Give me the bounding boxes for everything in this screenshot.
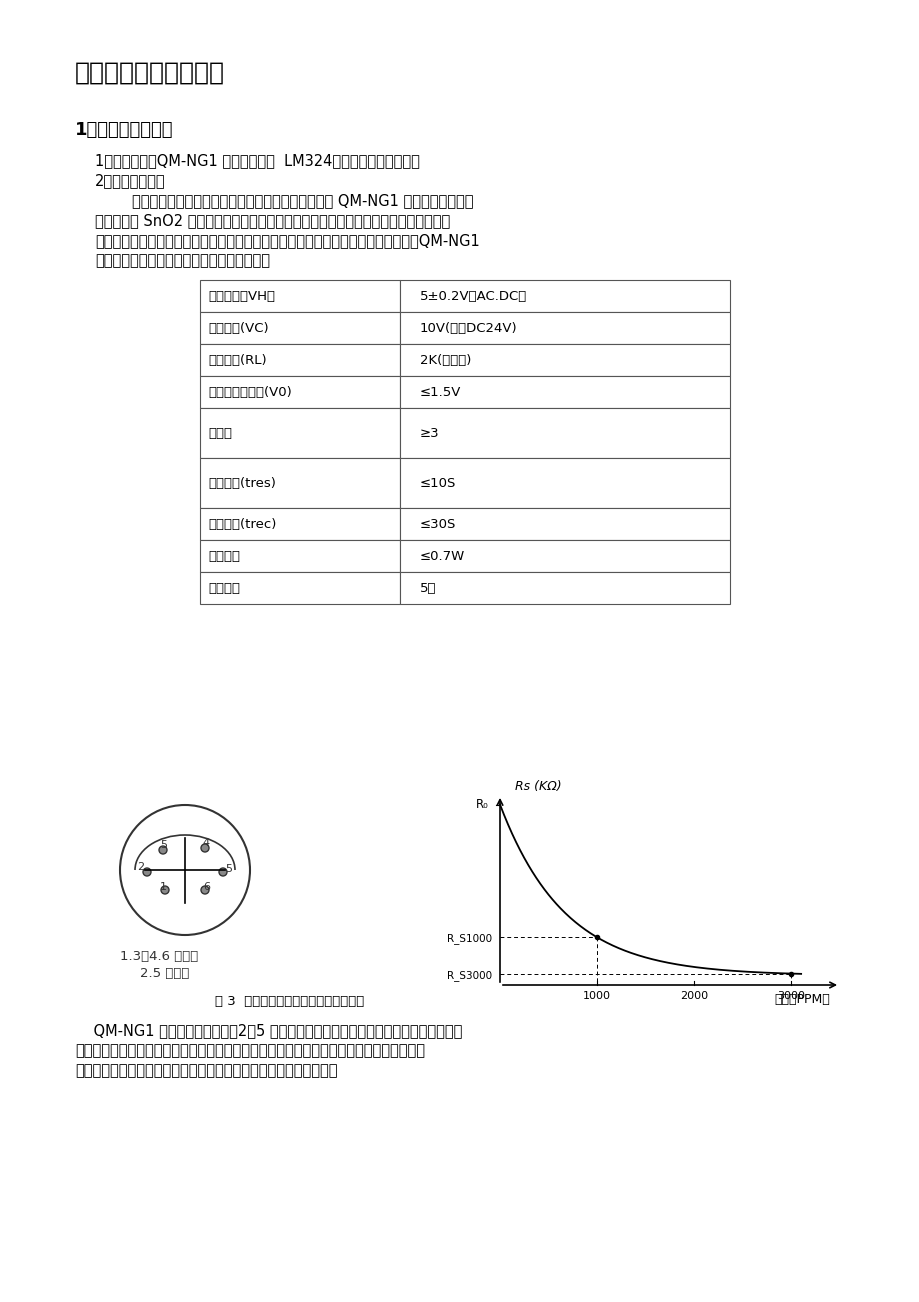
Bar bbox=[400, 376, 729, 408]
Bar bbox=[400, 280, 729, 312]
Bar bbox=[199, 344, 400, 376]
Text: 元件功耗: 元件功耗 bbox=[208, 549, 240, 562]
Text: 我们选用了目前国际上工艺最成熟，生产规模最大的 QM-NG1 型广谱型气体传感: 我们选用了目前国际上工艺最成熟，生产规模最大的 QM-NG1 型广谱型气体传感 bbox=[95, 193, 473, 208]
Text: 1）主要器件：QM-NG1 气敏传感器，  LM324，电阻及滑动变阻器。: 1）主要器件：QM-NG1 气敏传感器， LM324，电阻及滑动变阻器。 bbox=[95, 154, 419, 168]
Circle shape bbox=[200, 844, 209, 852]
Text: 清洁空气中电压(V0): 清洁空气中电压(V0) bbox=[208, 385, 291, 398]
Bar bbox=[199, 280, 400, 312]
Text: Rs (KΩ): Rs (KΩ) bbox=[515, 780, 561, 793]
Text: 5年: 5年 bbox=[420, 582, 436, 595]
Text: R_S1000: R_S1000 bbox=[447, 934, 492, 944]
Circle shape bbox=[219, 868, 227, 876]
Text: 使用寿命: 使用寿命 bbox=[208, 582, 240, 595]
Text: ≤1.5V: ≤1.5V bbox=[420, 385, 460, 398]
Bar bbox=[199, 508, 400, 540]
Text: 1: 1 bbox=[160, 881, 167, 892]
Circle shape bbox=[159, 846, 167, 854]
Bar bbox=[400, 508, 729, 540]
Text: 5±0.2V（AC.DC）: 5±0.2V（AC.DC） bbox=[420, 290, 527, 303]
Text: 响应时间(tres): 响应时间(tres) bbox=[208, 477, 276, 490]
Text: 浓度（PPM）: 浓度（PPM） bbox=[774, 993, 829, 1006]
Text: 3000: 3000 bbox=[777, 991, 804, 1001]
Text: 负载电阻(RL): 负载电阻(RL) bbox=[208, 354, 267, 367]
Text: 1.3－4.6 测试极: 1.3－4.6 测试极 bbox=[119, 950, 198, 963]
Text: ≤0.7W: ≤0.7W bbox=[420, 549, 465, 562]
Bar bbox=[400, 540, 729, 572]
Circle shape bbox=[119, 805, 250, 935]
Text: 恢复时间(trec): 恢复时间(trec) bbox=[208, 518, 276, 531]
Text: 化碳、烷烃类等气体）以及酒精、乙醚、汽油、烟雾等有毒气体具有较高的敏感性。QM-NG1: 化碳、烷烃类等气体）以及酒精、乙醚、汽油、烟雾等有毒气体具有较高的敏感性。QM-… bbox=[95, 233, 479, 247]
Text: 图 3  元件阻值与气体浓度的关系示意图: 图 3 元件阻值与气体浓度的关系示意图 bbox=[215, 995, 364, 1008]
Text: 器。它采用 SnO2 材料作为敏感基体，对各种可燃性气体（如氢气、液化石油气、一氧: 器。它采用 SnO2 材料作为敏感基体，对各种可燃性气体（如氢气、液化石油气、一… bbox=[95, 214, 449, 228]
Bar bbox=[400, 572, 729, 604]
Bar bbox=[199, 572, 400, 604]
Text: 灵敏度: 灵敏度 bbox=[208, 427, 232, 440]
Text: 4: 4 bbox=[202, 838, 209, 848]
Text: QM-NG1 的使用方法如上图：2、5 管脚对应加热电阻，在额定电压差下正常工作；取: QM-NG1 的使用方法如上图：2、5 管脚对应加热电阻，在额定电压差下正常工作… bbox=[75, 1023, 462, 1038]
Text: 5: 5 bbox=[225, 865, 232, 874]
Text: R₀: R₀ bbox=[475, 798, 488, 811]
Bar bbox=[199, 376, 400, 408]
Text: 2000: 2000 bbox=[679, 991, 708, 1001]
Text: 2）信号产生电路: 2）信号产生电路 bbox=[95, 173, 165, 187]
Text: 的标准工作条件（摘自厂家官方网站）如下：: 的标准工作条件（摘自厂家官方网站）如下： bbox=[95, 253, 269, 268]
Circle shape bbox=[142, 868, 151, 876]
Bar bbox=[199, 540, 400, 572]
Bar bbox=[400, 344, 729, 376]
Bar bbox=[400, 312, 729, 344]
Circle shape bbox=[200, 885, 209, 894]
Bar bbox=[199, 312, 400, 344]
Text: 2: 2 bbox=[137, 862, 144, 872]
Bar bbox=[199, 408, 400, 458]
Text: 2K(可自定): 2K(可自定) bbox=[420, 354, 471, 367]
Text: 5: 5 bbox=[160, 840, 167, 850]
Text: 回路电压(VC): 回路电压(VC) bbox=[208, 322, 268, 335]
Bar bbox=[199, 458, 400, 508]
Text: 6: 6 bbox=[203, 881, 210, 892]
Text: 测试极接入信号产生电路，一端接电源正，另一端接负载电阻。当遇到可燃气体时，传感器: 测试极接入信号产生电路，一端接电源正，另一端接负载电阻。当遇到可燃气体时，传感器 bbox=[75, 1043, 425, 1059]
Bar bbox=[400, 458, 729, 508]
Bar bbox=[400, 408, 729, 458]
Text: 10V(最大DC24V): 10V(最大DC24V) bbox=[420, 322, 517, 335]
Text: 加热电压（VH）: 加热电压（VH） bbox=[208, 290, 275, 303]
Text: 1000: 1000 bbox=[583, 991, 610, 1001]
Text: 2.5 加热极: 2.5 加热极 bbox=[140, 967, 189, 980]
Circle shape bbox=[161, 885, 169, 894]
Text: 反应为电阻由很大变为很少，从而产生负载端电位从低到高的变化。: 反应为电阻由很大变为很少，从而产生负载端电位从低到高的变化。 bbox=[75, 1062, 337, 1078]
Text: R_S3000: R_S3000 bbox=[447, 970, 492, 980]
Text: ≥3: ≥3 bbox=[420, 427, 439, 440]
Text: ≤30S: ≤30S bbox=[420, 518, 456, 531]
Text: 1、信号的产生部分: 1、信号的产生部分 bbox=[75, 121, 174, 139]
Text: ≤10S: ≤10S bbox=[420, 477, 456, 490]
Text: 四、单元电路设计方案: 四、单元电路设计方案 bbox=[75, 61, 225, 85]
